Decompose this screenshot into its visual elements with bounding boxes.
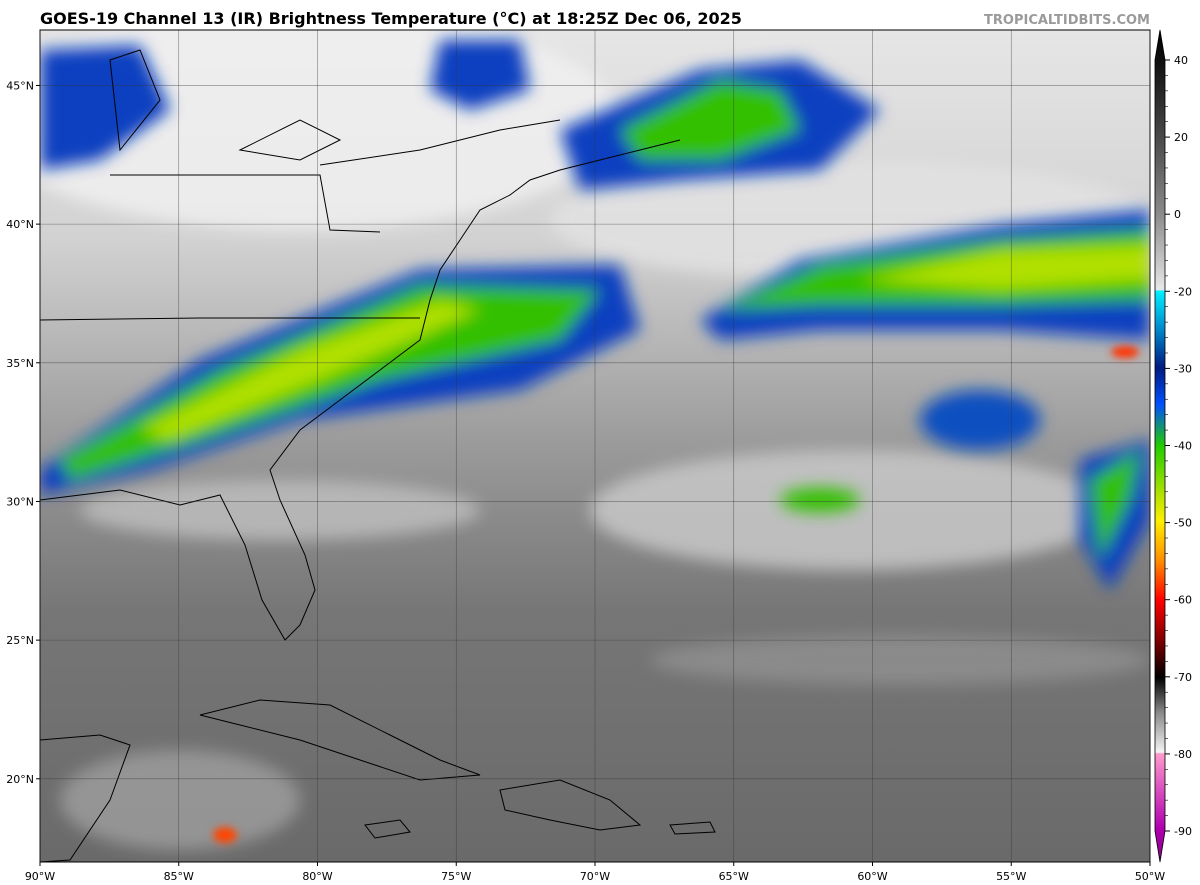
x-tick-label: 50°W (1135, 870, 1165, 883)
colorbar-tick-label: -40 (1174, 440, 1192, 453)
x-tick-label: 75°W (441, 870, 471, 883)
x-tick-label: 55°W (996, 870, 1026, 883)
colorbar-tick-label: -80 (1174, 748, 1192, 761)
colorbar-tick-label: -90 (1174, 825, 1192, 838)
colorbar-tick-label: 20 (1174, 131, 1188, 144)
y-tick-label: 25°N (6, 634, 34, 647)
colorbar-ramp (1154, 29, 1166, 863)
y-tick-label: 20°N (6, 773, 34, 786)
credit: TROPICALTIDBITS.COM (984, 13, 1150, 28)
colorbar-tick-label: -20 (1174, 285, 1192, 298)
colorbar-tick-label: -60 (1174, 594, 1192, 607)
y-tick-label: 40°N (6, 218, 34, 231)
colorbar-tick-label: 0 (1174, 208, 1181, 221)
colorbar: 40 20 0 -20 -30 -40 -50 -60 -70 -80 -90 (1154, 29, 1192, 863)
colorbar-tick-label: 40 (1174, 54, 1188, 67)
x-tick-label: 80°W (302, 870, 332, 883)
title: GOES-19 Channel 13 (IR) Brightness Tempe… (40, 9, 742, 28)
y-tick-label: 45°N (6, 79, 34, 92)
x-tick-label: 65°W (719, 870, 749, 883)
x-tick-label: 70°W (580, 870, 610, 883)
y-tick-label: 30°N (6, 495, 34, 508)
colorbar-tick-label: -50 (1174, 517, 1192, 530)
y-tick-label: 35°N (6, 357, 34, 370)
x-tick-label: 85°W (164, 870, 194, 883)
satellite-image (40, 30, 1150, 862)
graticule: 90°W 85°W 80°W 75°W 70°W 65°W 60°W 55°W 50°W 20°N… (6, 30, 1165, 883)
x-tick-label: 60°W (857, 870, 887, 883)
x-tick-label: 90°W (25, 870, 55, 883)
colorbar-tick-label: -70 (1174, 671, 1192, 684)
colorbar-tick-label: -30 (1174, 362, 1192, 375)
